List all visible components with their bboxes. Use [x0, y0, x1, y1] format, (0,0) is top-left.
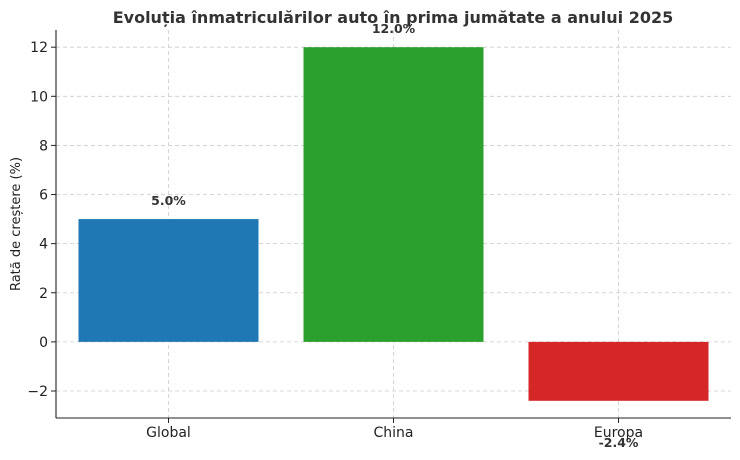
x-axis-ticks: Global China Europa [146, 418, 643, 441]
bar-europa [528, 341, 709, 401]
bar-china [303, 47, 484, 342]
y-axis-ticks: −2 0 2 4 6 8 10 12 [27, 40, 56, 400]
x-tick-label: Global [146, 425, 191, 441]
y-tick-label: 0 [39, 335, 48, 351]
y-tick-label: 8 [39, 138, 48, 154]
x-tick-label: China [374, 425, 414, 441]
data-label-europa: -2.4% [599, 435, 639, 450]
x-tick-label: Europa [594, 425, 643, 441]
bar-global [78, 219, 259, 342]
bars [78, 47, 709, 401]
data-label-global: 5.0% [151, 193, 186, 208]
y-tick-label: 10 [30, 89, 48, 105]
chart-title: Evoluția înmatriculărilor auto în prima … [113, 8, 674, 27]
data-label-china: 12.0% [372, 21, 416, 36]
y-tick-label: 4 [39, 237, 48, 253]
y-axis-label: Rată de creștere (%) [9, 157, 24, 291]
y-tick-label: 6 [39, 188, 48, 204]
y-tick-label: 12 [30, 40, 48, 56]
y-tick-label: 2 [39, 286, 48, 302]
y-tick-label: −2 [27, 384, 48, 400]
data-labels: 5.0% 12.0% -2.4% [151, 21, 639, 450]
